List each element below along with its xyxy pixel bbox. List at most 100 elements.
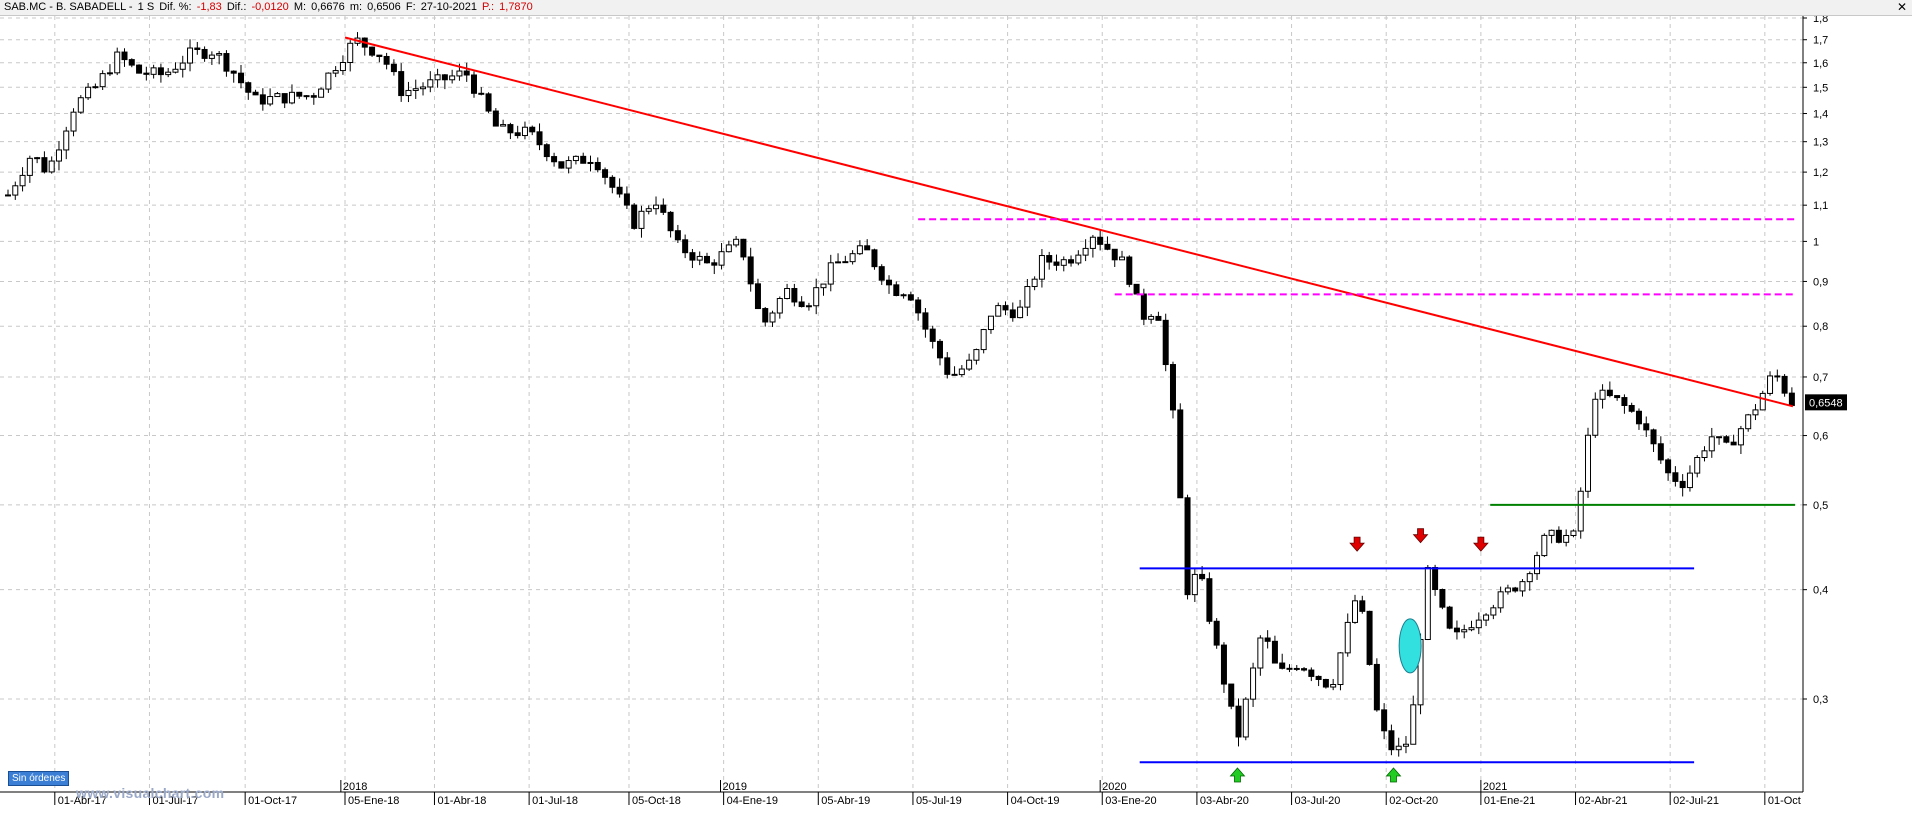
candle-bull	[1461, 629, 1468, 633]
candle-bear	[237, 72, 244, 84]
candle-bull	[1541, 534, 1548, 557]
candle-bear	[514, 132, 521, 137]
candle-bear	[1308, 669, 1315, 677]
candle-bull	[85, 86, 92, 99]
x-tick-label: 04-Ene-19	[727, 795, 778, 807]
candle-bear	[1301, 668, 1308, 671]
candle-bear	[369, 46, 376, 56]
x-tick-label: 01-Abr-18	[437, 795, 486, 807]
candle-bull	[1250, 667, 1257, 700]
candle-bear	[1643, 423, 1650, 431]
x-axis: 01-Abr-17 01-Jul-17 01-Oct-17 05-Ene-18 01-A…	[0, 780, 1803, 807]
candle-bear	[907, 294, 914, 301]
candle-bull	[1082, 247, 1089, 256]
watermark: www.visualchart.com	[76, 785, 225, 801]
candle-bull	[1483, 614, 1490, 621]
candle-bear	[536, 131, 543, 146]
candle-bear	[485, 93, 492, 112]
candle-bull	[63, 130, 70, 151]
candle-bull	[1410, 704, 1417, 745]
candle-bull	[587, 161, 594, 164]
y-tick-label: 0,9	[1813, 276, 1828, 288]
candle-bull	[900, 294, 907, 297]
candle-bull	[718, 251, 725, 266]
candle-bear	[1388, 730, 1395, 751]
candle-bear	[878, 266, 885, 281]
candle-bull	[827, 262, 834, 285]
candle-bear	[951, 373, 958, 376]
candle-bull	[1708, 436, 1715, 452]
candle-bull	[987, 315, 994, 331]
candle-bear	[1679, 480, 1686, 489]
candle-bear	[1322, 678, 1329, 688]
candle-bear	[682, 239, 689, 254]
candle-bear	[1220, 644, 1227, 685]
y-tick-label: 1,2	[1813, 167, 1828, 179]
p-label: P.:	[482, 1, 495, 13]
candle-bull	[1257, 637, 1264, 669]
y-tick-label: 1,5	[1813, 82, 1828, 94]
candle-bull	[733, 238, 740, 246]
dif-pct-value: -1,83	[196, 1, 222, 13]
candle-bear	[441, 74, 448, 81]
candle-bull	[1242, 698, 1249, 738]
candle-bear	[1068, 259, 1075, 264]
candle-bull	[19, 174, 26, 187]
dif-pct-label: Dif. %:	[159, 1, 192, 13]
y-tick-label: 1,4	[1813, 109, 1828, 121]
candle-bear	[5, 194, 11, 197]
y-tick-label: 1,6	[1813, 58, 1828, 70]
candle-bear	[223, 53, 230, 72]
candle-bull	[1191, 573, 1198, 596]
candle-bull	[638, 210, 645, 229]
candle-bear	[929, 328, 936, 342]
candle-bear	[1235, 705, 1242, 738]
candle-bull	[1745, 414, 1752, 430]
candle-bear	[558, 161, 565, 169]
candle-bull	[208, 54, 215, 59]
candle-bull	[150, 67, 157, 75]
orders-status-badge[interactable]: Sin órdenes	[8, 771, 70, 786]
year-label: 2021	[1483, 781, 1507, 793]
candle-bull	[958, 368, 965, 376]
x-tick-label: 03-Jul-20	[1295, 795, 1341, 807]
y-tick-label: 1,3	[1813, 137, 1828, 149]
candle-bear	[1723, 436, 1730, 443]
candle-bear	[1009, 309, 1016, 319]
candle-bear	[1672, 472, 1679, 482]
candle-bull	[1475, 619, 1482, 629]
candle-bull	[1337, 652, 1344, 686]
annotations	[344, 36, 1795, 783]
candle-bear	[543, 144, 550, 158]
candle-bear	[128, 59, 135, 66]
candle-bear	[1279, 662, 1286, 669]
candle-bull	[1089, 236, 1096, 249]
price-chart[interactable]: 1,8 1,7 1,6 1,5 1,4 1,3 1,2 1,1 1 0,9 0,8 0,7 0,6 0,5…	[0, 16, 1912, 829]
candle-bear	[1140, 293, 1147, 320]
candle-bull	[1395, 745, 1402, 751]
candle-bull	[1031, 278, 1038, 288]
y-tick-label: 0,5	[1813, 500, 1828, 512]
candle-bear	[551, 156, 558, 163]
candle-bear	[398, 71, 405, 97]
y-tick-label: 0,3	[1813, 694, 1828, 706]
x-tick-label: 05-Oct-18	[632, 795, 681, 807]
x-tick-label: 02-Abr-21	[1579, 795, 1628, 807]
candle-bull	[1737, 428, 1744, 446]
arrow-down-icon	[1472, 536, 1489, 552]
candle-bull	[653, 204, 660, 210]
close-icon[interactable]: ✕	[1896, 0, 1908, 14]
candle-bear	[791, 288, 798, 303]
candle-bull	[1468, 627, 1475, 631]
x-tick-label: 05-Abr-19	[821, 795, 870, 807]
candle-bear	[871, 249, 878, 268]
candle-bear	[507, 124, 514, 134]
candle-bull	[165, 71, 172, 76]
candle-bull	[48, 160, 55, 173]
candle-bear	[157, 67, 164, 76]
y-tick-label: 1,1	[1813, 200, 1828, 212]
x-tick-label: 02-Jul-21	[1673, 795, 1719, 807]
candle-bull	[34, 157, 41, 160]
candle-bull	[1716, 436, 1723, 439]
candle-bear	[1177, 409, 1184, 499]
